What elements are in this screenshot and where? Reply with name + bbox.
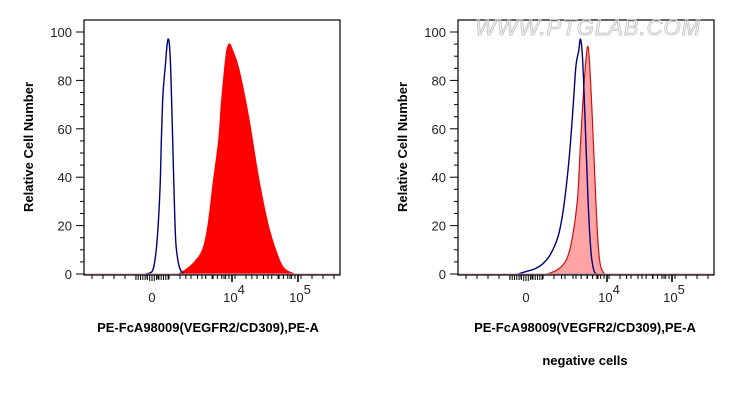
y-tick-label: 100 <box>424 25 446 40</box>
y-tick-label: 0 <box>65 267 72 282</box>
y-tick-label: 0 <box>439 267 446 282</box>
watermark: WWW.PTGLAB.COM <box>475 15 701 40</box>
y-tick-label: 60 <box>432 122 446 137</box>
y-tick-label: 60 <box>58 122 72 137</box>
x-axis-title: PE-FcA98009(VEGFR2/CD309),PE-A <box>474 320 696 335</box>
histogram-filled-negative-cells-stained <box>547 45 606 275</box>
y-tick-label: 40 <box>58 170 72 185</box>
series-layer <box>458 38 714 275</box>
y-axis-title: Relative Cell Number <box>21 82 36 212</box>
y-axis: 0 20 40 60 80 100 <box>424 25 458 282</box>
x-tick-exponent: 4 <box>238 282 245 297</box>
y-tick-label: 80 <box>432 73 446 88</box>
x-tick-base: 10 <box>663 290 677 305</box>
x-tick-label: 0 <box>148 290 155 305</box>
y-axis-title: Relative Cell Number <box>395 82 410 212</box>
y-tick-label: 40 <box>432 170 446 185</box>
y-tick-label: 80 <box>58 73 72 88</box>
x-axis-title: PE-FcA98009(VEGFR2/CD309),PE-A <box>97 320 319 335</box>
histogram-filled-vegfr2-stained <box>176 43 295 275</box>
x-tick-label: 105 <box>663 282 685 305</box>
x-tick-exponent: 4 <box>613 282 620 297</box>
histogram-line-control <box>517 38 597 275</box>
x-tick-exponent: 5 <box>678 282 685 297</box>
x-tick-label: 104 <box>223 282 245 305</box>
chart-caption: negative cells <box>542 353 627 368</box>
series-layer <box>84 38 340 275</box>
x-tick-base: 10 <box>598 290 612 305</box>
histogram-line-control <box>145 38 185 275</box>
x-tick-exponent: 5 <box>304 282 311 297</box>
y-axis: 0 20 40 60 80 100 <box>50 25 84 282</box>
x-tick-base: 10 <box>289 290 303 305</box>
y-tick-label: 100 <box>50 25 72 40</box>
x-tick-label: 104 <box>598 282 620 305</box>
plot-frame <box>457 19 715 276</box>
x-tick-label: 105 <box>289 282 311 305</box>
x-tick-label: 0 <box>522 290 529 305</box>
x-tick-base: 10 <box>223 290 237 305</box>
y-tick-label: 20 <box>432 219 446 234</box>
y-tick-label: 20 <box>58 219 72 234</box>
